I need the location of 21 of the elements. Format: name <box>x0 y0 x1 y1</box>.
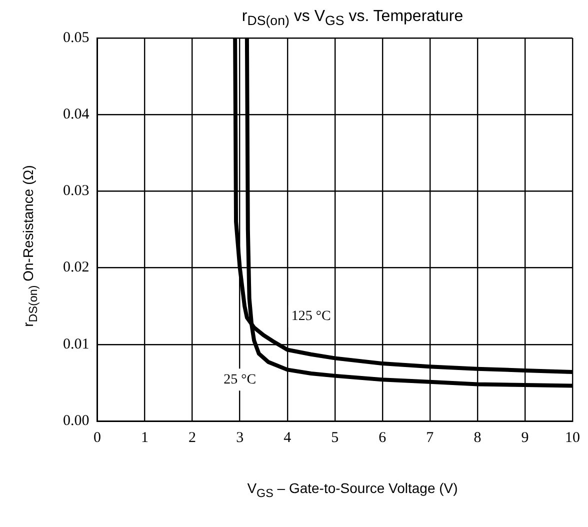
chart-title: r$_{DS(on)}$ vs V$_{GS}$ vs. Temperature <box>240 8 464 28</box>
y-tick-label: 0.02 <box>63 260 90 276</box>
x-tick-label: 7 <box>426 430 434 446</box>
x-tick-label: 8 <box>474 430 482 446</box>
y-tick-label: 0.01 <box>63 336 90 352</box>
series-label: 125 °C <box>291 309 331 324</box>
x-tick-label: 1 <box>141 430 149 446</box>
x-tick-label: 4 <box>284 430 292 446</box>
x-tick-label: 0 <box>94 430 101 446</box>
x-tick-label: 10 <box>565 430 580 446</box>
x-tick-label: 2 <box>188 430 196 446</box>
y-tick-label: 0.03 <box>63 183 90 200</box>
x-tick-label: 6 <box>378 430 387 446</box>
series-label: 25 °C <box>224 372 256 388</box>
y-tick-label: 0.04 <box>63 106 90 123</box>
x-axis-title: V$_{GS}$ – Gate-to-Source Voltage (V) <box>246 480 459 500</box>
x-tick-label: 5 <box>331 430 339 446</box>
y-tick-label: 0.00 <box>63 412 90 429</box>
y-tick-label: 0.05 <box>63 30 90 46</box>
x-tick-label: 3 <box>236 430 244 446</box>
x-tick-label: 9 <box>521 430 529 446</box>
